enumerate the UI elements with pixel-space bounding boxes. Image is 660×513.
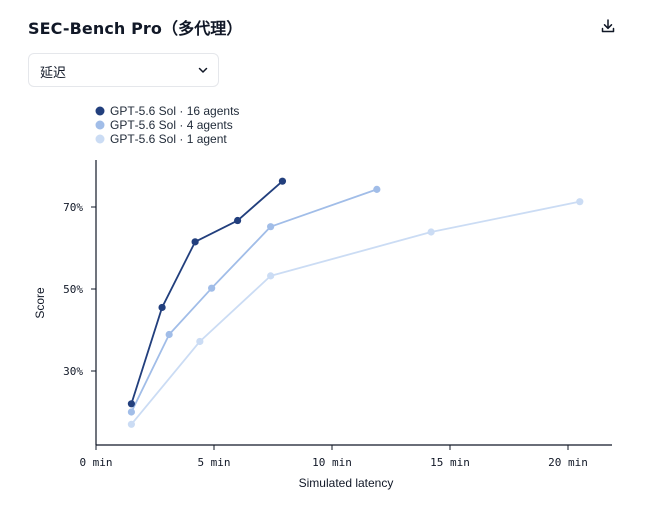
data-point: [234, 216, 242, 225]
legend-item: GPT‑5.6 Sol · 16 agents: [95, 104, 239, 118]
download-icon: [601, 19, 615, 33]
y-tick-label: 50%: [63, 283, 83, 296]
data-point: [267, 272, 275, 280]
y-tick-label: 70%: [63, 201, 83, 214]
series-line: [130, 200, 580, 425]
y-axis-label: Score: [33, 287, 47, 319]
data-point: [127, 408, 135, 416]
legend-item: GPT‑5.6 Sol · 1 agent: [95, 132, 227, 146]
data-point: [158, 303, 166, 312]
data-point: [267, 223, 275, 231]
legend-swatch: [95, 120, 105, 130]
series-2: [127, 185, 381, 416]
data-point: [427, 228, 435, 236]
data-point: [191, 238, 199, 246]
metric-select-value: 延迟: [40, 66, 67, 81]
legend-label: GPT‑5.6 Sol · 4 agents: [110, 118, 233, 132]
chevron-down-icon: [198, 67, 208, 73]
legend-item: GPT‑5.6 Sol · 4 agents: [95, 118, 233, 132]
data-point: [373, 185, 381, 193]
data-point: [196, 337, 204, 346]
legend-label: GPT‑5.6 Sol · 1 agent: [110, 132, 227, 146]
legend-swatch: [95, 106, 105, 116]
data-point: [165, 330, 173, 339]
data-point: [576, 198, 584, 206]
data-point: [127, 420, 135, 428]
x-tick-label: 20 min: [548, 456, 588, 469]
y-tick-label: 30%: [63, 365, 83, 378]
chart-axes: 0 min 5 min 10 min 15 min 20 min 30% 50% 70%: [63, 160, 612, 469]
legend-swatch: [95, 134, 105, 144]
chart-series: [127, 177, 584, 428]
x-tick-label: 0 min: [79, 456, 112, 469]
x-axis-label: Simulated latency: [299, 476, 394, 490]
download-button[interactable]: [596, 14, 620, 38]
series-3: [127, 198, 584, 428]
legend-label: GPT‑5.6 Sol · 16 agents: [110, 104, 239, 118]
x-tick-label: 10 min: [312, 456, 352, 469]
data-point: [278, 177, 287, 185]
chart-title: SEC-Bench Pro（多代理）: [28, 19, 243, 38]
metric-select[interactable]: 延迟: [28, 53, 219, 87]
data-point: [127, 400, 135, 408]
data-point: [208, 284, 216, 292]
x-tick-label: 5 min: [197, 456, 230, 469]
series-1: [127, 177, 287, 408]
x-tick-label: 15 min: [430, 456, 470, 469]
